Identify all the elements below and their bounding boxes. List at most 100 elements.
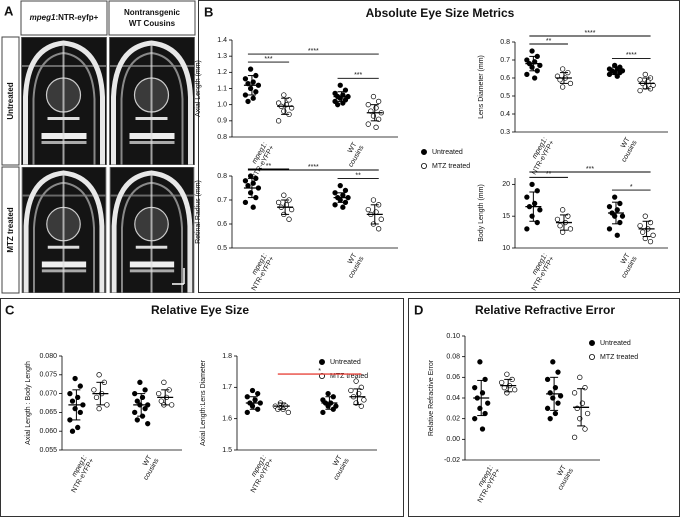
data-point xyxy=(320,409,326,416)
data-point xyxy=(524,226,530,232)
data-point xyxy=(637,87,643,94)
data-point xyxy=(482,376,488,383)
significance-label: ** xyxy=(266,163,272,170)
data-point xyxy=(640,229,646,235)
data-point xyxy=(571,390,578,396)
data-point xyxy=(332,190,338,196)
y-tick-label: 0.075 xyxy=(39,372,57,379)
legend-label: MTZ treated xyxy=(600,354,638,361)
data-point xyxy=(244,394,250,400)
data-point xyxy=(544,376,551,383)
legend-label: Untreated xyxy=(330,359,361,366)
data-point xyxy=(332,202,338,208)
data-point xyxy=(614,232,620,238)
data-point xyxy=(132,390,138,397)
data-point xyxy=(584,410,591,417)
data-point xyxy=(77,383,83,389)
x-tick-label: WT xyxy=(620,136,632,150)
data-point xyxy=(340,204,346,210)
data-point xyxy=(619,213,626,219)
data-point xyxy=(353,378,359,384)
data-point xyxy=(477,359,483,365)
data-point xyxy=(647,238,654,245)
data-point xyxy=(132,409,138,416)
data-point xyxy=(253,89,259,95)
data-point xyxy=(567,80,574,87)
y-tick-label: 0.080 xyxy=(39,353,57,360)
data-point xyxy=(96,405,102,412)
data-point xyxy=(69,428,76,434)
y-tick-label: 0.8 xyxy=(217,173,227,180)
data-point xyxy=(242,76,249,82)
oct-image xyxy=(110,37,195,165)
significance-label: ** xyxy=(546,38,552,45)
y-tick-label: 10 xyxy=(502,245,510,252)
panel-letter: B xyxy=(204,4,213,19)
y-tick-label: 0.6 xyxy=(217,221,227,228)
y-axis-label: Lens Diameter (mm) xyxy=(478,55,485,119)
y-tick-label: 0.070 xyxy=(39,390,57,397)
data-point xyxy=(499,379,505,386)
legend-label: MTZ treated xyxy=(432,163,470,170)
significance-label: * xyxy=(630,184,633,191)
data-point xyxy=(242,178,249,184)
data-point xyxy=(145,421,151,427)
data-point xyxy=(524,71,530,78)
data-point xyxy=(637,223,643,229)
data-point xyxy=(376,226,382,232)
y-axis-label: Body Length (mm) xyxy=(478,184,485,242)
data-point xyxy=(529,181,535,188)
data-point xyxy=(93,394,100,401)
data-point xyxy=(378,216,384,222)
significance-label: **** xyxy=(308,48,319,55)
data-point xyxy=(606,226,613,232)
y-tick-label: 0.02 xyxy=(446,416,460,423)
x-tick-label: WT xyxy=(347,141,359,155)
data-point xyxy=(529,48,535,54)
y-tick-label: 0.7 xyxy=(217,197,227,204)
panel-title: Absolute Eye Size Metrics xyxy=(366,6,515,20)
data-point xyxy=(642,71,648,78)
y-tick-label: 0.8 xyxy=(500,39,510,46)
y-axis-label: Axial Length:Lens Diameter xyxy=(200,359,207,446)
data-point xyxy=(134,417,140,423)
significance-label: ** xyxy=(546,171,552,178)
data-point xyxy=(281,92,287,98)
y-tick-label: 1.7 xyxy=(222,384,232,391)
panel-letter: A xyxy=(4,3,14,18)
panel-title: Relative Eye Size xyxy=(151,303,249,317)
panel-letter: C xyxy=(5,302,15,317)
data-point xyxy=(137,379,143,385)
y-tick-label: 0.065 xyxy=(39,409,57,416)
y-tick-label: 1.4 xyxy=(217,37,227,44)
y-tick-label: 1.5 xyxy=(222,447,232,454)
data-point xyxy=(250,95,256,101)
data-point xyxy=(250,204,256,210)
data-point xyxy=(342,187,349,194)
data-point xyxy=(485,400,491,406)
y-tick-label: 0.4 xyxy=(500,111,510,118)
data-point xyxy=(169,402,175,408)
y-tick-label: 1.2 xyxy=(217,69,227,76)
row-header: Untreated xyxy=(6,82,15,119)
data-point xyxy=(245,182,251,189)
data-point xyxy=(370,197,377,203)
data-point xyxy=(479,426,486,432)
y-axis-label: Axial Length (mm) xyxy=(195,60,202,117)
column-header: WT Cousins xyxy=(129,19,176,28)
data-point xyxy=(582,426,588,432)
y-tick-label: 0.3 xyxy=(500,129,510,136)
x-tick-label: WT xyxy=(332,454,344,468)
y-tick-label: 0.00 xyxy=(446,436,460,443)
y-tick-label: 15 xyxy=(502,213,510,220)
significance-label: ** xyxy=(355,172,361,179)
data-point xyxy=(77,409,83,416)
data-point xyxy=(582,385,588,391)
data-point xyxy=(614,73,620,79)
data-point xyxy=(96,372,102,378)
y-axis-label: Retinal Radius (mm) xyxy=(195,180,202,244)
data-point xyxy=(524,194,530,200)
y-tick-label: 0.10 xyxy=(446,333,460,340)
y-axis-label: Axial Length : Body Length xyxy=(25,361,32,445)
